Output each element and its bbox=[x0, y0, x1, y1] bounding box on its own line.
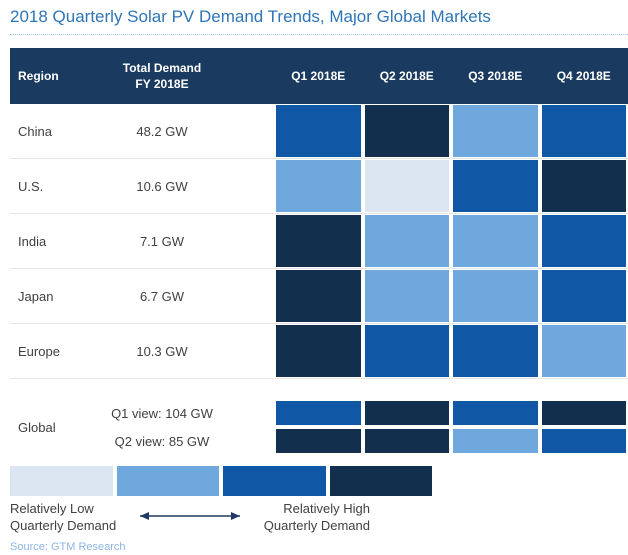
heat-cell-europe-q2 bbox=[364, 325, 449, 377]
heat-cell-japan-q4 bbox=[541, 270, 626, 322]
total-demand-value: 7.1 GW bbox=[139, 233, 185, 249]
header-q3: Q3 2018E bbox=[468, 68, 523, 83]
legend-high-line2: Quarterly Demand bbox=[263, 517, 370, 533]
global-heat-cell-row1-q4 bbox=[541, 401, 626, 425]
table-body: China 48.2 GW U.S. 10.6 GW India 7.1 GW Japan 6… bbox=[10, 104, 628, 379]
heat-cell-us-q1 bbox=[276, 160, 361, 212]
table-row-us: U.S. 10.6 GW bbox=[10, 159, 628, 214]
total-demand-value: 10.3 GW bbox=[136, 343, 188, 359]
global-heat-cell-row2-q2 bbox=[364, 429, 449, 453]
heat-cell-india-q3 bbox=[453, 215, 538, 267]
row-spacer bbox=[214, 214, 274, 268]
global-heat-cell-row2-q3 bbox=[453, 429, 538, 453]
heat-cell-japan-q3 bbox=[453, 270, 538, 322]
global-section: Global Q1 view: 104 GW Q2 view: 85 GW bbox=[10, 401, 628, 453]
legend-scale bbox=[10, 466, 432, 496]
global-heat-bar-2 bbox=[274, 429, 628, 453]
table-header-row: Region Total Demand FY 2018E Q1 2018E Q2… bbox=[10, 48, 628, 104]
legend-low-label: Relatively Low Quarterly Demand bbox=[10, 501, 116, 535]
legend-high-line1: Relatively High bbox=[283, 501, 370, 516]
header-region: Region bbox=[18, 68, 59, 83]
region-label: India bbox=[18, 233, 47, 249]
global-heat-cell-row1-q1 bbox=[276, 401, 361, 425]
legend-swatch-level4 bbox=[329, 466, 432, 496]
page-title: 2018 Quarterly Solar PV Demand Trends, M… bbox=[10, 7, 491, 26]
row-spacer bbox=[214, 269, 274, 323]
heat-cell-europe-q3 bbox=[453, 325, 538, 377]
heat-cell-europe-q1 bbox=[276, 325, 361, 377]
header-q4: Q4 2018E bbox=[556, 68, 611, 83]
region-label: Europe bbox=[18, 343, 60, 359]
region-label: Japan bbox=[18, 288, 54, 304]
heat-cell-china-q1 bbox=[276, 105, 361, 157]
heat-cell-us-q3 bbox=[453, 160, 538, 212]
legend-swatch-level1 bbox=[10, 466, 113, 496]
legend-low-line1: Relatively Low bbox=[10, 501, 94, 516]
global-view-labels: Q1 view: 104 GW Q2 view: 85 GW bbox=[110, 401, 214, 453]
global-heat-bar-1 bbox=[274, 401, 628, 425]
legend-high-label: Relatively High Quarterly Demand bbox=[240, 501, 370, 535]
global-heat-cell-row1-q2 bbox=[364, 401, 449, 425]
global-label: Global bbox=[18, 419, 56, 435]
row-spacer bbox=[214, 159, 274, 213]
heat-cell-us-q2 bbox=[364, 160, 449, 212]
total-demand-value: 6.7 GW bbox=[139, 288, 185, 304]
global-heat-cell-row2-q1 bbox=[276, 429, 361, 453]
region-label: U.S. bbox=[18, 178, 44, 194]
legend-swatch-level3 bbox=[223, 466, 326, 496]
legend-low-line2: Quarterly Demand bbox=[10, 517, 117, 533]
region-label: China bbox=[18, 123, 52, 139]
table-row-china: China 48.2 GW bbox=[10, 104, 628, 159]
global-spacer bbox=[214, 401, 274, 453]
header-total-demand: Total Demand FY 2018E bbox=[122, 60, 202, 91]
heat-cell-china-q3 bbox=[453, 105, 538, 157]
heat-cell-india-q1 bbox=[276, 215, 361, 267]
heat-cell-india-q4 bbox=[541, 215, 626, 267]
row-spacer bbox=[214, 324, 274, 378]
heat-cell-china-q4 bbox=[541, 105, 626, 157]
legend-swatch-level2 bbox=[116, 466, 219, 496]
global-heat-cell-row1-q3 bbox=[453, 401, 538, 425]
heat-cell-india-q2 bbox=[364, 215, 449, 267]
global-view-label-1: Q1 view: 104 GW bbox=[111, 405, 213, 421]
demand-heatmap-table: Region Total Demand FY 2018E Q1 2018E Q2… bbox=[10, 48, 628, 379]
global-heat-cell-row2-q4 bbox=[541, 429, 626, 453]
source-text: Source: GTM Research bbox=[10, 541, 126, 553]
header-q1: Q1 2018E bbox=[291, 68, 346, 83]
global-heat-bars bbox=[274, 401, 628, 453]
heat-cell-us-q4 bbox=[541, 160, 626, 212]
heat-cell-japan-q1 bbox=[276, 270, 361, 322]
table-row-europe: Europe 10.3 GW bbox=[10, 324, 628, 379]
global-view-label-2: Q2 view: 85 GW bbox=[114, 433, 210, 449]
heat-cell-japan-q2 bbox=[364, 270, 449, 322]
legend: Relatively Low Quarterly Demand Relative… bbox=[10, 466, 628, 539]
title-separator bbox=[10, 34, 628, 35]
heat-cell-china-q2 bbox=[364, 105, 449, 157]
total-demand-value: 48.2 GW bbox=[136, 123, 188, 139]
header-q2: Q2 2018E bbox=[379, 68, 434, 83]
legend-labels: Relatively Low Quarterly Demand Relative… bbox=[10, 501, 628, 539]
row-spacer bbox=[214, 104, 274, 158]
low-to-high-arrow-icon bbox=[140, 512, 240, 520]
table-row-india: India 7.1 GW bbox=[10, 214, 628, 269]
table-row-japan: Japan 6.7 GW bbox=[10, 269, 628, 324]
heat-cell-europe-q4 bbox=[541, 325, 626, 377]
total-demand-value: 10.6 GW bbox=[136, 178, 188, 194]
header-spacer bbox=[214, 48, 274, 104]
